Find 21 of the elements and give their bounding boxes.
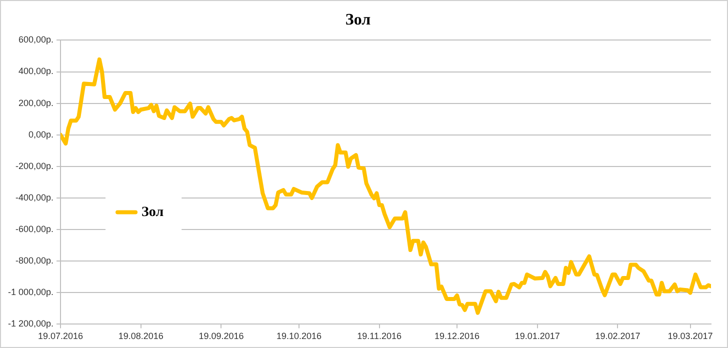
y-tick-label: -1 200,00р. — [8, 318, 54, 329]
x-tick-label: 19.08.2016 — [118, 331, 164, 342]
x-tick-label: 19.01.2017 — [514, 331, 560, 342]
legend-label: Зол — [142, 204, 164, 220]
y-tick-label: 200,00р. — [18, 98, 54, 108]
x-tick-label: 19.12.2016 — [434, 331, 480, 342]
y-tick-label: 0,00р. — [28, 129, 54, 140]
y-tick-label: -200,00р. — [16, 160, 54, 171]
x-tick-label: 19.07.2016 — [38, 331, 84, 342]
x-tick-label: 19.03.2017 — [668, 331, 713, 342]
y-tick-label: -800,00р. — [16, 256, 54, 266]
x-tick-label: 19.11.2016 — [357, 331, 402, 342]
y-tick-label: -400,00р. — [16, 192, 54, 202]
y-tick-label: 600,00р. — [18, 34, 54, 45]
chart-title: Зол — [345, 12, 371, 29]
x-tick-label: 19.10.2016 — [276, 331, 322, 342]
x-tick-label: 19.02.2017 — [595, 331, 640, 342]
y-tick-label: -1 000,00р. — [8, 287, 54, 298]
y-tick-label: 400,00р. — [18, 66, 54, 76]
x-tick-label: 19.09.2016 — [198, 331, 244, 342]
y-tick-label: -600,00р. — [16, 224, 54, 234]
